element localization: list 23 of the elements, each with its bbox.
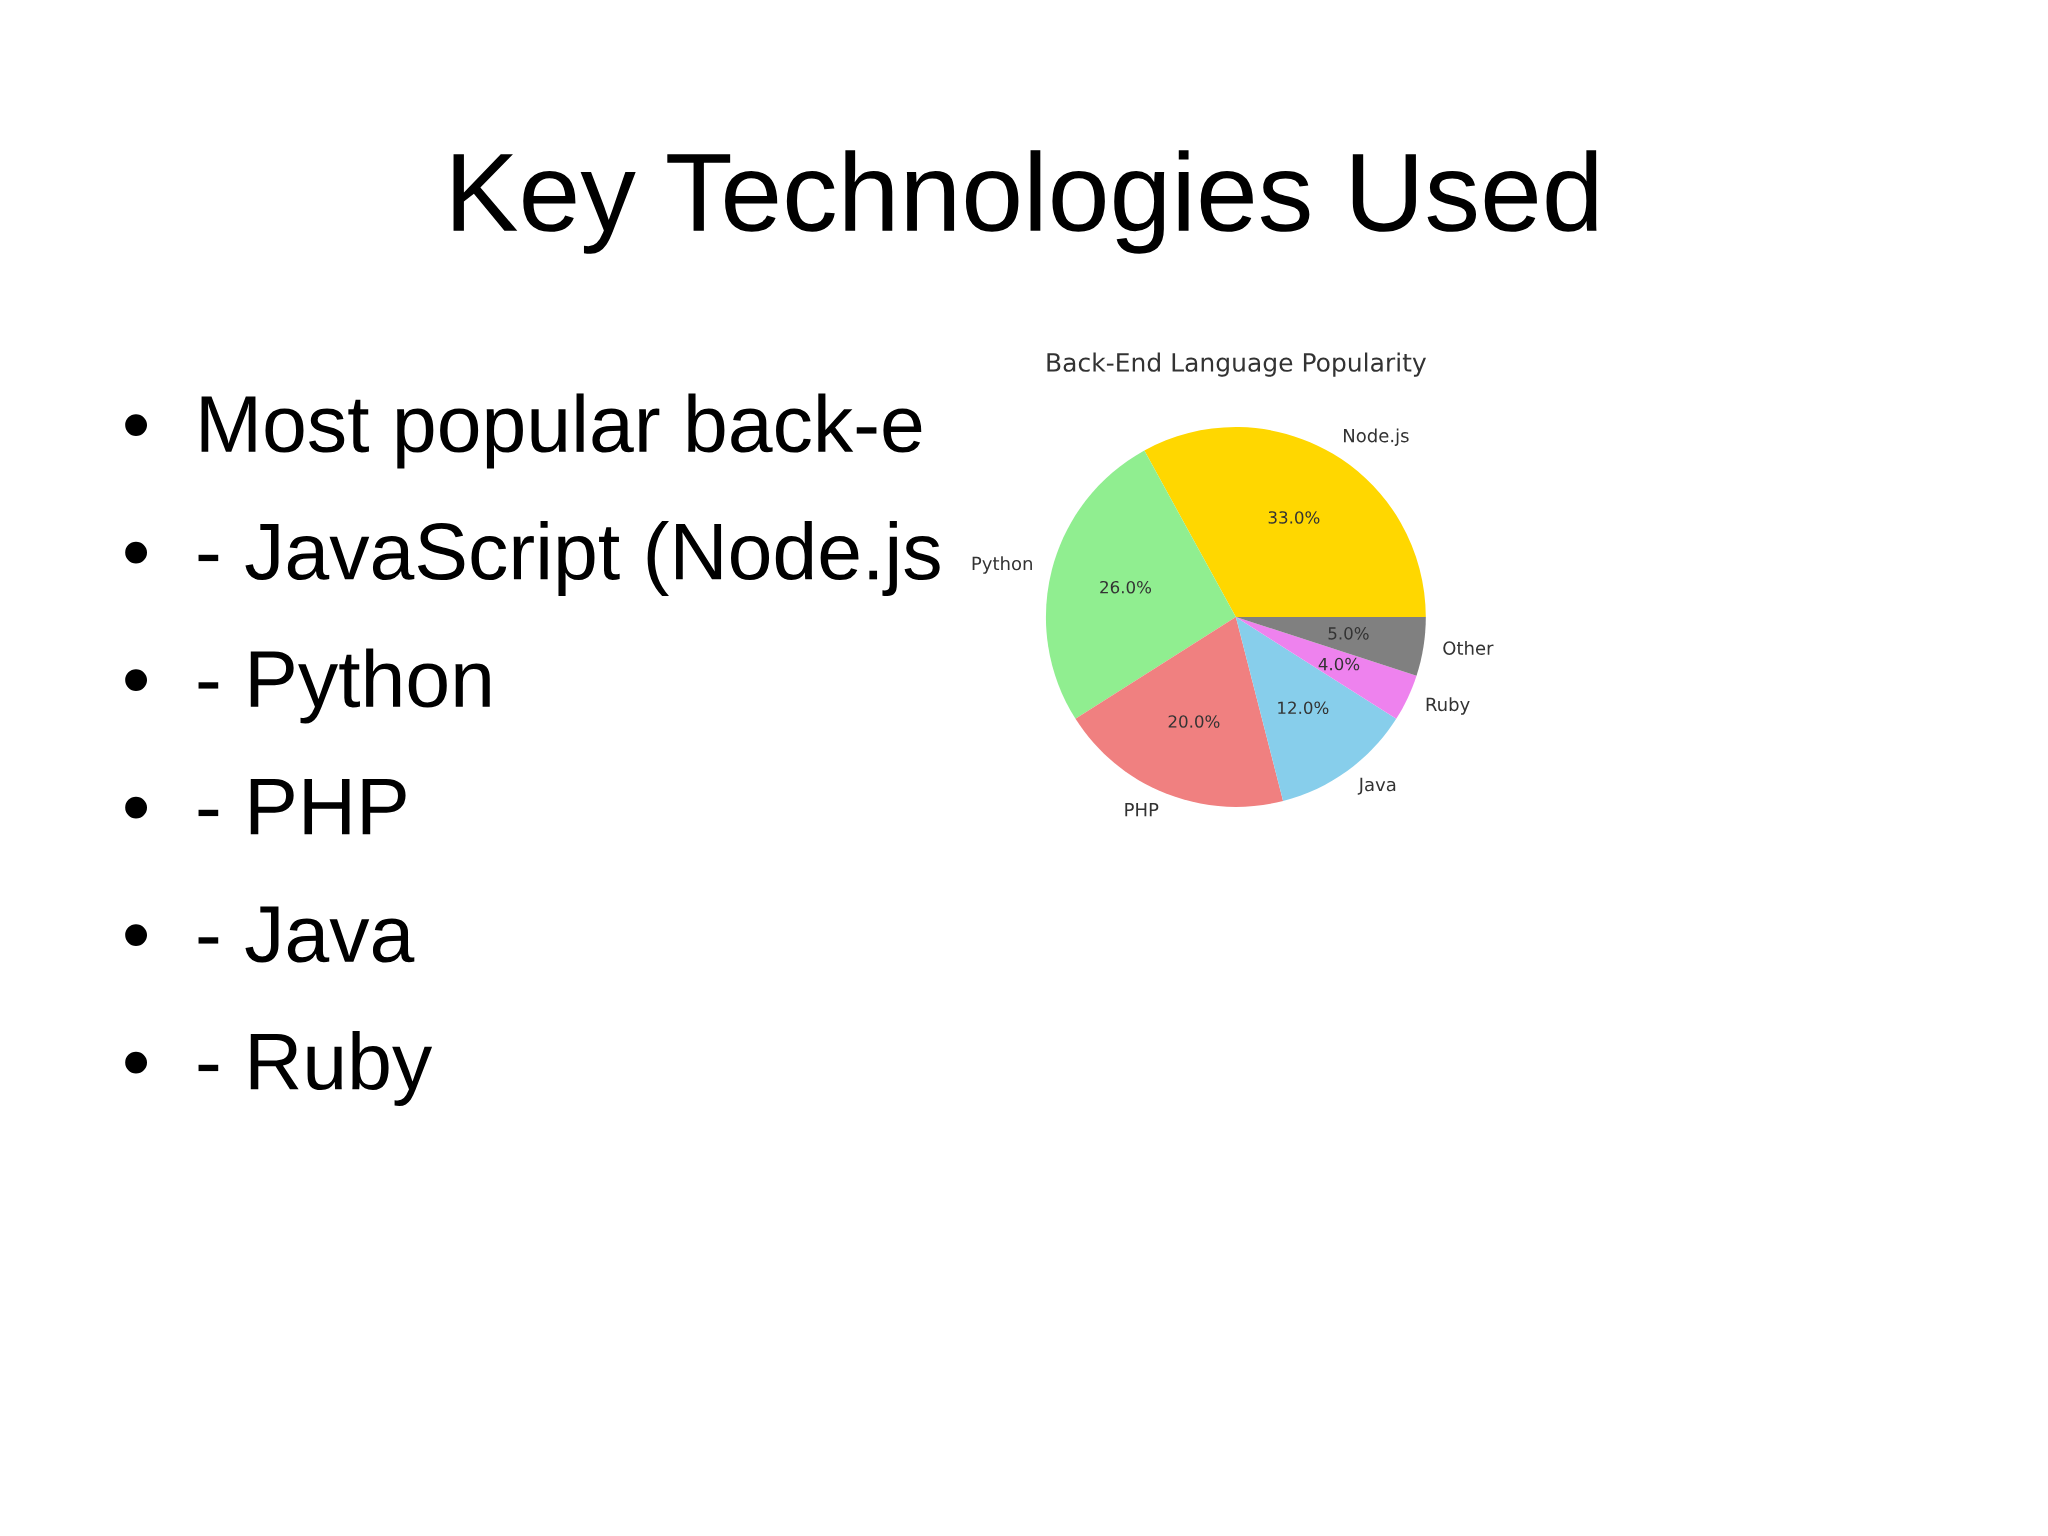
pie-slice (1235, 617, 1397, 801)
text: • - JavaScript (Node.js (125, 520, 940, 597)
slice-label: Java (1357, 777, 1396, 795)
slice-label: Ruby (1426, 697, 1470, 715)
text: • Most popular back-e (125, 393, 922, 469)
data-label: 26.0% (1100, 580, 1152, 594)
slice-label: Other (1443, 640, 1494, 655)
text: • - Ruby (125, 1030, 433, 1107)
slice-label: Python (972, 556, 1032, 574)
pie-slice (1235, 617, 1426, 676)
data-label: 4.0% (1318, 657, 1360, 671)
data-label: 12.0% (1278, 701, 1329, 715)
text: • - Java (125, 906, 415, 963)
pie-slice (1235, 617, 1417, 719)
slice-label: PHP (1125, 803, 1159, 817)
chart-subtitle: Back-End Language Popularity (1047, 352, 1426, 377)
text: • - Python (125, 648, 490, 724)
text: • - PHP (125, 778, 406, 835)
chart-title: Key Technologies Used (453, 150, 1597, 254)
data-label: 5.0% (1328, 627, 1369, 640)
data-label: 20.0% (1168, 715, 1220, 728)
data-label: 33.0% (1268, 511, 1320, 524)
slice-label: Node.js (1344, 428, 1409, 446)
